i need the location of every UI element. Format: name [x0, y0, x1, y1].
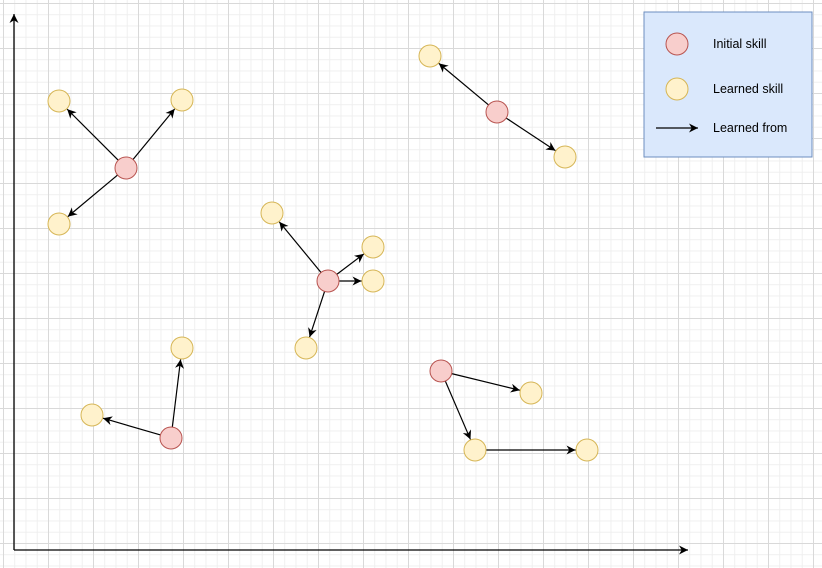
legend-edge-label: Learned from	[713, 121, 787, 135]
initial-skill-node-c	[316, 269, 340, 293]
learned-skill-node-c2	[361, 235, 385, 259]
initial-skill-node-b	[485, 100, 509, 124]
legend-learned-label: Learned skill	[713, 82, 783, 96]
edge-node-a-to-node-a1	[66, 108, 119, 161]
learned-skill-node-e3	[575, 438, 599, 462]
edge-node-a-to-node-a2	[132, 108, 176, 160]
learned-skill-node-a3	[47, 212, 71, 236]
learned-skill-node-a1	[47, 89, 71, 113]
learned-skill-node-d1	[80, 403, 104, 427]
edges	[66, 62, 576, 455]
edge-node-b-to-node-b1	[438, 62, 489, 106]
edge-node-e-to-node-e2	[444, 380, 472, 440]
edge-node-c-to-node-c2	[336, 253, 365, 275]
edge-node-b-to-node-b2	[505, 117, 556, 152]
learned-skill-node-c1	[260, 201, 284, 225]
edge-node-d-to-node-d1	[102, 416, 161, 436]
initial-skill-node-d	[159, 426, 183, 450]
learned-skill-node-b1	[418, 44, 442, 68]
nodes	[47, 44, 599, 462]
learned-skill-node-b2	[553, 145, 577, 169]
edge-node-c-to-node-c1	[278, 221, 322, 273]
learned-skill-node-c4	[294, 336, 318, 360]
edge-node-e-to-node-e1	[451, 373, 520, 393]
legend-learned-swatch	[665, 77, 689, 101]
edge-node-c-to-node-c4	[308, 291, 326, 338]
legend-initial-swatch	[665, 32, 689, 56]
legend-initial-label: Initial skill	[713, 37, 767, 51]
learned-skill-node-c3	[361, 269, 385, 293]
edge-node-d-to-node-d2	[171, 359, 184, 428]
learned-skill-node-d2	[170, 336, 194, 360]
axes	[9, 14, 688, 555]
learned-skill-node-e1	[519, 381, 543, 405]
initial-skill-node-a	[114, 156, 138, 180]
learned-skill-node-e2	[463, 438, 487, 462]
edge-node-a-to-node-a3	[67, 174, 118, 218]
learned-skill-node-a2	[170, 88, 194, 112]
initial-skill-node-e	[429, 359, 453, 383]
legend: Initial skill Learned skill Learned from	[643, 11, 813, 158]
